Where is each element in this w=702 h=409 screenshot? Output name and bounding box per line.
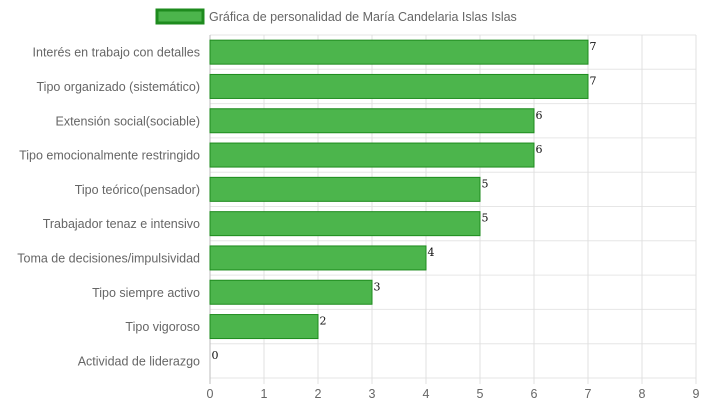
x-tick-label: 3: [369, 387, 376, 401]
x-tick-label: 1: [261, 387, 268, 401]
category-labels: Interés en trabajo con detalles Tipo orga…: [17, 46, 200, 369]
category-label: Interés en trabajo con detalles: [33, 46, 200, 60]
x-tick-label: 9: [693, 387, 700, 401]
data-label: 0: [212, 349, 219, 362]
bar[interactable]: [209, 245, 427, 271]
category-label: Trabajador tenaz e intensivo: [43, 217, 200, 231]
data-label: 5: [482, 177, 489, 190]
x-tick-label: 0: [207, 387, 214, 401]
data-label: 6: [536, 109, 543, 122]
data-label: 7: [590, 40, 597, 53]
data-label: 5: [482, 212, 489, 225]
data-label: 6: [536, 143, 543, 156]
bar[interactable]: [209, 142, 535, 168]
x-tick-label: 4: [423, 387, 430, 401]
bar[interactable]: [209, 108, 535, 134]
bar[interactable]: [209, 176, 481, 202]
category-label: Tipo emocionalmente restringido: [19, 149, 200, 163]
bar[interactable]: [209, 314, 319, 340]
x-tick-label: 8: [639, 387, 646, 401]
x-tick-label: 7: [585, 387, 592, 401]
x-axis-ticks: 0 1 2 3 4 5 6 7 8 9: [207, 387, 700, 401]
x-tick-label: 2: [315, 387, 322, 401]
chart-legend[interactable]: Gráfica de personalidad de María Candela…: [155, 8, 517, 25]
data-label: 3: [374, 280, 381, 293]
bar[interactable]: [209, 279, 373, 305]
category-label: Tipo teórico(pensador): [75, 183, 200, 197]
category-label: Tipo organizado (sistemático): [37, 80, 201, 94]
category-label: Toma de decisiones/impulsividad: [17, 251, 200, 265]
data-label: 2: [320, 315, 327, 328]
category-label: Actividad de liderazgo: [78, 354, 200, 368]
category-label: Extensión social(sociable): [55, 114, 200, 128]
legend-swatch: [155, 8, 205, 25]
x-tick-label: 5: [477, 387, 484, 401]
bar[interactable]: [209, 211, 481, 237]
bar[interactable]: [209, 73, 589, 99]
category-label: Tipo siempre activo: [92, 286, 200, 300]
data-label: 4: [428, 246, 435, 259]
bar[interactable]: [209, 39, 589, 65]
legend-label: Gráfica de personalidad de María Candela…: [209, 10, 517, 24]
x-tick-label: 6: [531, 387, 538, 401]
data-labels: 7 7 6 6 5 5 4 3 2 0: [212, 40, 597, 362]
bars: [209, 39, 589, 340]
category-label: Tipo vigoroso: [125, 320, 200, 334]
data-label: 7: [590, 74, 597, 87]
